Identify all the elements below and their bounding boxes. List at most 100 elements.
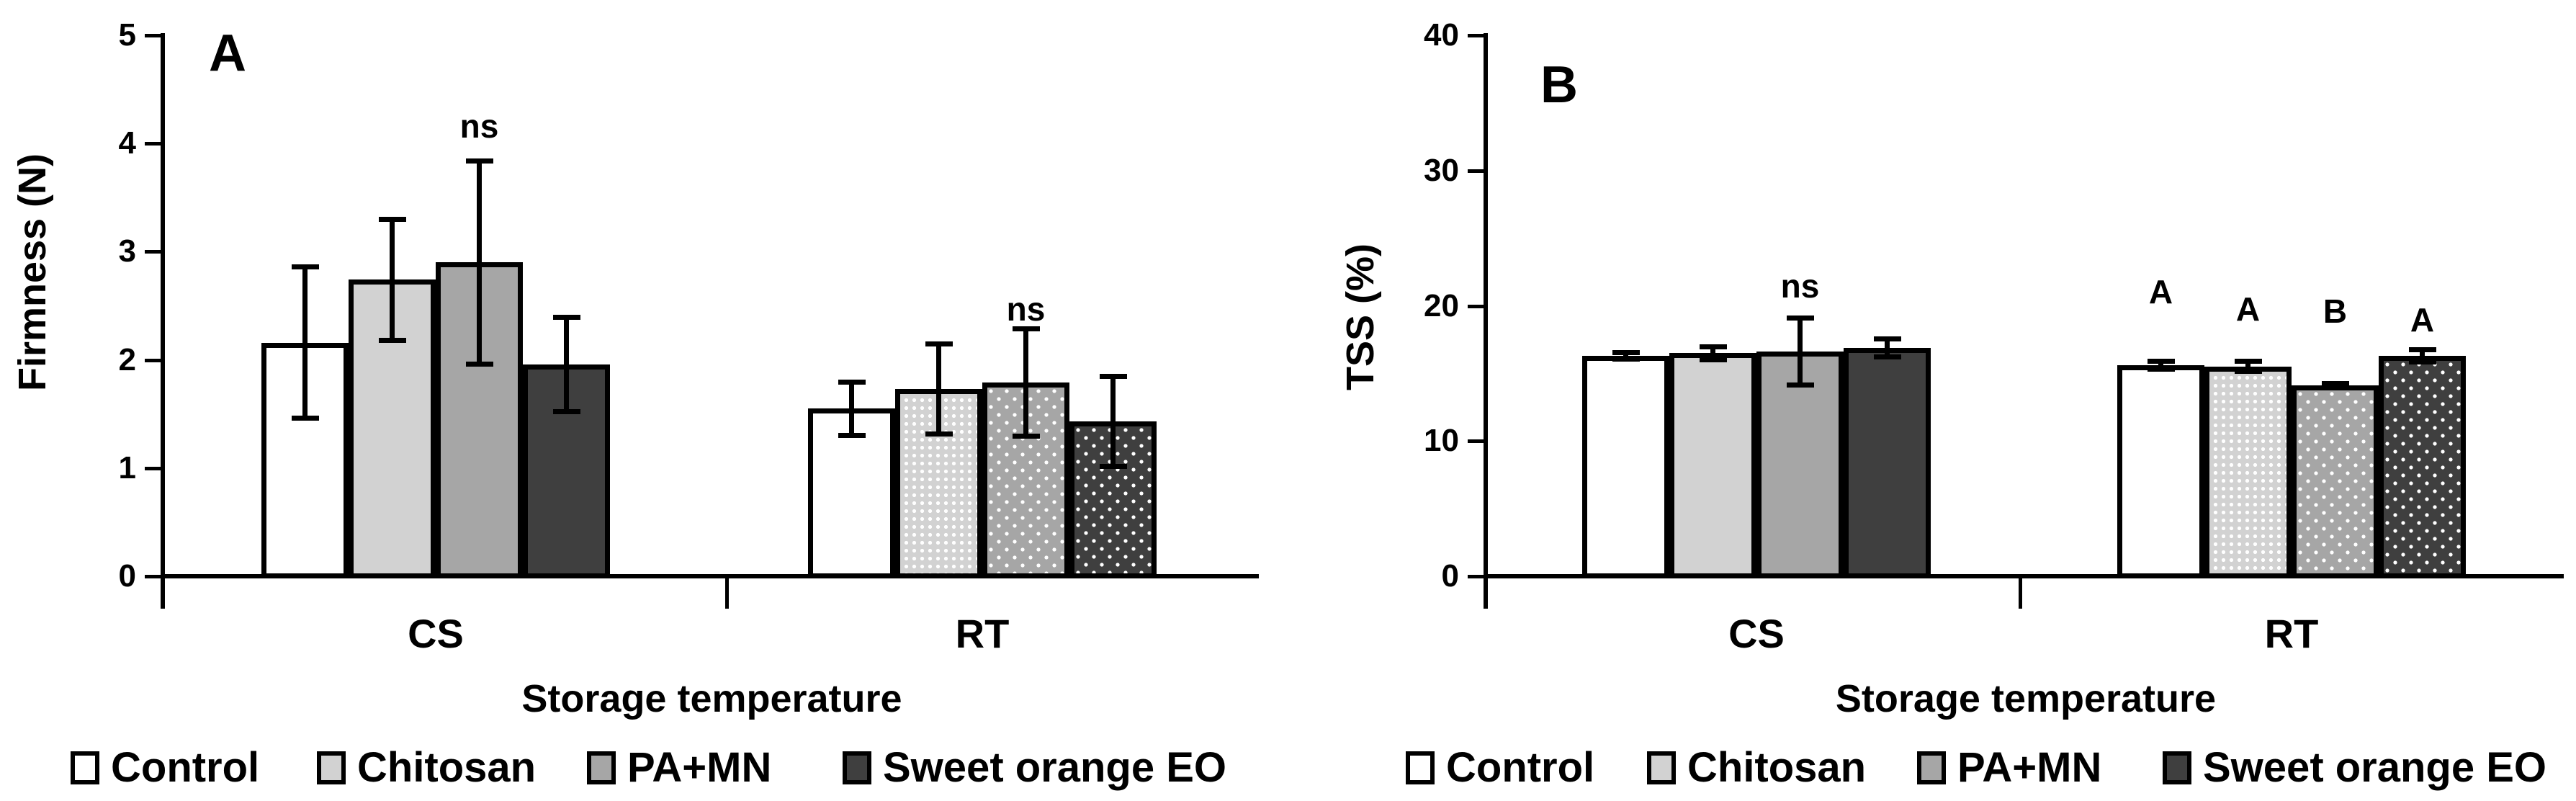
y-tick-label: 4 xyxy=(118,125,136,161)
error-bar-cap-bottom xyxy=(925,431,953,437)
y-axis-title: TSS (%) xyxy=(1339,243,1382,391)
legend-label: PA+MN xyxy=(1957,744,2102,791)
error-bar-cap-bottom xyxy=(838,432,866,438)
error-bar-cap-bottom xyxy=(1873,354,1901,359)
significance-letter: A xyxy=(2410,301,2435,339)
legend-item-control: Control xyxy=(71,746,259,789)
bar-rt-control xyxy=(2117,365,2204,578)
error-bar-line xyxy=(2245,361,2250,372)
error-bar-line xyxy=(390,219,395,341)
error-bar-cap-bottom xyxy=(1786,382,1814,388)
error-bar-cap-top xyxy=(1012,326,1040,332)
error-bar-line xyxy=(936,344,941,435)
y-tick-label: 3 xyxy=(118,233,136,269)
y-tick xyxy=(145,466,165,470)
category-label-cs: CS xyxy=(1728,611,1785,656)
ns-label: ns xyxy=(459,107,499,145)
legend-label: Chitosan xyxy=(357,744,537,791)
error-bar-cap-top xyxy=(1873,336,1901,341)
x-axis-title: Storage temperature xyxy=(1835,677,2217,720)
error-bar-cap-top xyxy=(2147,359,2175,364)
error-bar-cap-bottom xyxy=(1612,356,1640,362)
y-tick-label: 40 xyxy=(1424,17,1459,53)
error-bar-cap-top xyxy=(925,341,953,347)
error-bar-cap-bottom xyxy=(2147,366,2175,372)
legend-label: Chitosan xyxy=(1687,744,1867,791)
bar-cs-sweet-orange-eo xyxy=(1844,347,1931,578)
legend-item-pa-mn: PA+MN xyxy=(1917,746,2101,789)
bar-rt-pa-mn xyxy=(2292,385,2379,578)
y-tick-label: 0 xyxy=(118,558,136,594)
x-axis-separator-tick xyxy=(725,576,729,609)
error-bar-line xyxy=(302,267,308,419)
error-bar-cap-top xyxy=(465,158,493,164)
x-axis-separator-tick xyxy=(2019,576,2022,609)
y-tick-label: 2 xyxy=(118,341,136,377)
error-bar-cap-top xyxy=(378,217,406,223)
bar-rt-chitosan xyxy=(2204,366,2292,578)
error-bar-line xyxy=(849,381,854,436)
category-label-rt: RT xyxy=(955,611,1010,656)
ns-label: ns xyxy=(1780,267,1820,305)
chart-panel-b: 0 10 20 30 40 CS RT Storage temperature TSS (%) B… xyxy=(1288,0,2576,801)
bar-cs-pa-mn xyxy=(1756,352,1844,578)
bar-rt-sweet-orange-eo xyxy=(2379,355,2466,578)
error-bar-cap-bottom xyxy=(465,361,493,367)
error-bar-cap-bottom xyxy=(291,415,319,421)
legend-label: Sweet orange EO xyxy=(2203,744,2547,791)
legend-label: PA+MN xyxy=(627,744,772,791)
legend-item-chitosan: Chitosan xyxy=(1647,746,1866,789)
legend-swatch xyxy=(317,751,346,784)
ns-label: ns xyxy=(1006,290,1046,328)
y-axis-line xyxy=(1484,33,1488,609)
legend-swatch xyxy=(2163,751,2191,784)
y-tick-label: 1 xyxy=(118,449,136,485)
error-bar-line xyxy=(564,316,569,412)
x-axis-title: Storage temperature xyxy=(521,677,902,720)
error-bar-cap-top xyxy=(2408,346,2436,352)
y-tick-label: 0 xyxy=(1441,558,1459,594)
significance-letter: A xyxy=(2148,273,2173,310)
error-bar-cap-top xyxy=(1099,374,1127,380)
legend-swatch xyxy=(1406,751,1435,784)
error-bar-line xyxy=(1798,318,1803,386)
legend-swatch xyxy=(1917,751,1946,784)
y-axis-line xyxy=(161,33,165,609)
y-tick-label: 5 xyxy=(118,17,136,53)
significance-letter: A xyxy=(2235,290,2261,328)
error-bar-line xyxy=(1023,328,1028,437)
y-tick xyxy=(145,34,165,37)
legend-item-sweet-orange-eo: Sweet orange EO xyxy=(2163,746,2546,789)
panel-letter: B xyxy=(1540,56,1578,114)
legend-swatch xyxy=(843,751,871,784)
y-tick xyxy=(1468,575,1488,578)
error-bar-line xyxy=(2158,361,2163,370)
error-bar-line xyxy=(1110,376,1116,467)
error-bar-cap-bottom xyxy=(1099,464,1127,470)
legend-item-sweet-orange-eo: Sweet orange EO xyxy=(843,746,1226,789)
error-bar-cap-top xyxy=(552,314,580,320)
error-bar-cap-top xyxy=(1612,350,1640,356)
error-bar-cap-bottom xyxy=(2321,385,2349,390)
chart-panel-a: 0 1 2 3 4 5 CS RT Storage temperature Firmness (N… xyxy=(11,17,1259,791)
error-bar-cap-top xyxy=(2321,381,2349,387)
category-label-cs: CS xyxy=(408,611,464,656)
y-tick xyxy=(145,250,165,254)
legend-label: Control xyxy=(1446,744,1595,791)
error-bar-line xyxy=(1885,338,1890,357)
y-axis-title: Firmness (N) xyxy=(11,153,54,392)
legend-swatch xyxy=(1647,751,1676,784)
error-bar-line xyxy=(1710,346,1715,360)
error-bar-cap-top xyxy=(2234,359,2262,364)
error-bar-cap-bottom xyxy=(2408,359,2436,365)
error-bar-line xyxy=(477,161,482,364)
error-bar-cap-bottom xyxy=(2234,369,2262,375)
error-bar-cap-bottom xyxy=(552,408,580,414)
x-axis-line xyxy=(1488,574,2564,578)
y-tick xyxy=(1468,439,1488,444)
y-tick xyxy=(145,575,165,578)
legend-label: Control xyxy=(111,744,260,791)
bar-cs-chitosan xyxy=(1669,353,1756,578)
legend-swatch xyxy=(587,751,616,784)
